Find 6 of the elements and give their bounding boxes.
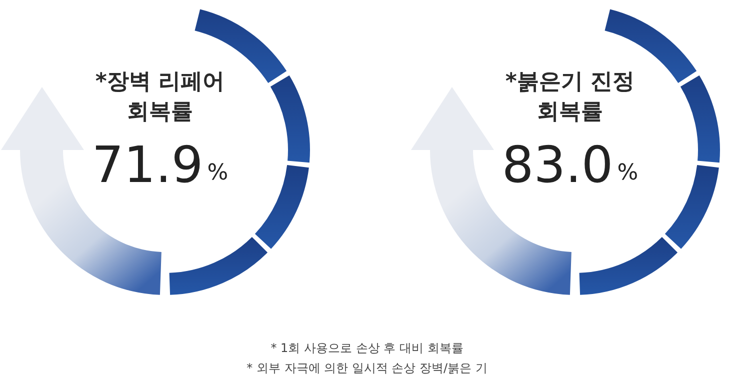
- data-label: 71.9%: [92, 136, 228, 194]
- text: *붉은기 진정 회복률: [505, 70, 635, 124]
- text: *장벽 리페어 회복률: [95, 70, 225, 124]
- data-label: 83.0%: [502, 136, 638, 194]
- text: * 외부 자극에 의한 일시적 손상 장벽/붉은 기: [246, 360, 488, 377]
- text: * 1회 사용으로 손상 후 대비 회복률: [270, 340, 464, 357]
